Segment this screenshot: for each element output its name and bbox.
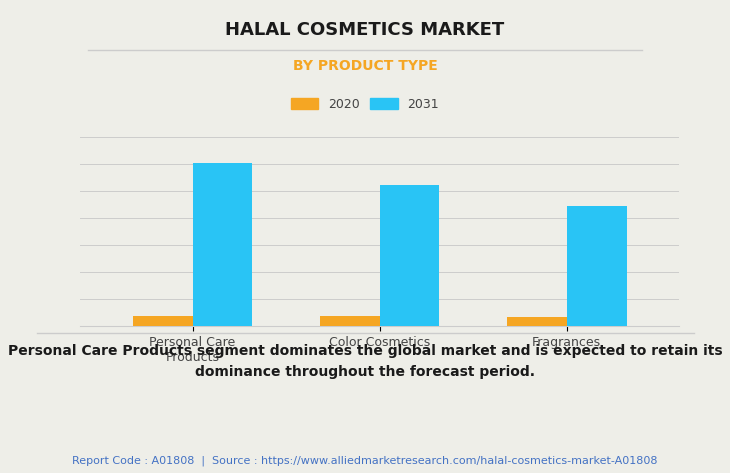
Legend: 2020, 2031: 2020, 2031 <box>287 94 443 114</box>
Text: Personal Care Products segment dominates the global market and is expected to re: Personal Care Products segment dominates… <box>8 344 722 379</box>
Bar <box>320 316 380 326</box>
Bar <box>507 317 566 326</box>
Text: Report Code : A01808  |  Source : https://www.alliedmarketresearch.com/halal-cos: Report Code : A01808 | Source : https://… <box>72 455 658 465</box>
Bar <box>133 315 193 326</box>
Text: BY PRODUCT TYPE: BY PRODUCT TYPE <box>293 59 437 73</box>
Text: HALAL COSMETICS MARKET: HALAL COSMETICS MARKET <box>226 21 504 39</box>
Bar <box>566 206 626 326</box>
Bar <box>193 163 253 326</box>
Bar <box>380 185 439 326</box>
